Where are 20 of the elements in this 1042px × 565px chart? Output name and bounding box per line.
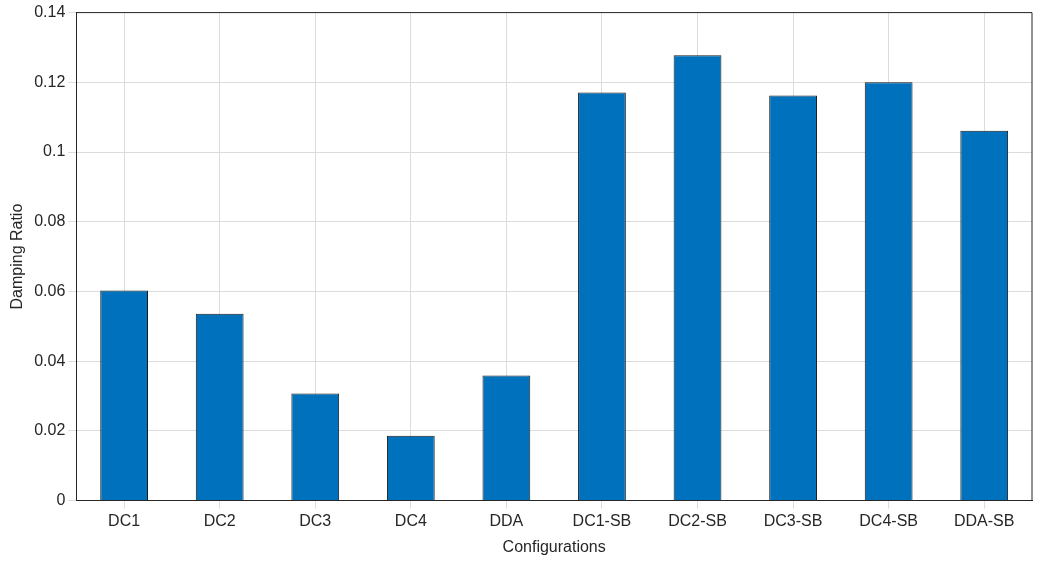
y-tick-label: 0.12 — [34, 72, 66, 90]
x-tick-label: DC4 — [394, 511, 427, 529]
y-tick-label: 0.08 — [34, 212, 66, 230]
y-tick-label: 0 — [56, 491, 66, 509]
x-tick-label: DDA — [489, 511, 524, 529]
x-axis-title: Configurations — [502, 537, 606, 555]
y-tick-label: 0.02 — [34, 421, 66, 439]
y-tick-label: 0.06 — [34, 281, 66, 299]
y-tick-label: 0.04 — [34, 351, 66, 369]
y-tick-label: 0.1 — [43, 142, 66, 160]
x-tick-label: DC1 — [108, 511, 141, 529]
x-tick-label: DC2 — [203, 511, 236, 529]
x-tick-label: DDA-SB — [953, 511, 1015, 529]
x-tick-label: DC2-SB — [668, 511, 727, 529]
x-tick-label: DC3-SB — [763, 511, 823, 529]
x-tick-label: DC4-SB — [859, 511, 918, 529]
y-tick-label: 0.14 — [34, 3, 66, 21]
x-tick-label: DC1-SB — [572, 511, 632, 529]
y-axis-title: Damping Ratio — [8, 203, 26, 310]
x-tick-label: DC3 — [299, 511, 332, 529]
